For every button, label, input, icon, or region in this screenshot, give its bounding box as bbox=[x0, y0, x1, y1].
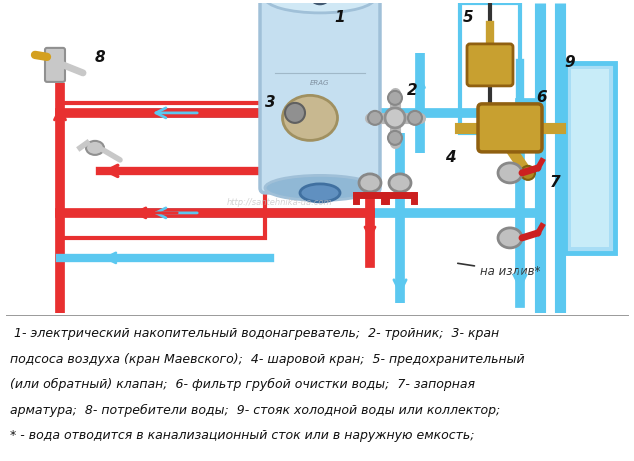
Text: http://santehnika-ua.com: http://santehnika-ua.com bbox=[227, 198, 333, 207]
Text: 3: 3 bbox=[264, 95, 275, 110]
Ellipse shape bbox=[388, 91, 402, 105]
Text: арматура;  8- потребители воды;  9- стояк холодной воды или коллектор;: арматура; 8- потребители воды; 9- стояк … bbox=[10, 404, 500, 417]
Ellipse shape bbox=[359, 174, 381, 192]
Text: (или обратный) клапан;  6- фильтр грубой очистки воды;  7- запорная: (или обратный) клапан; 6- фильтр грубой … bbox=[10, 378, 474, 391]
Ellipse shape bbox=[498, 228, 522, 248]
Bar bbox=[60, 103, 265, 238]
FancyBboxPatch shape bbox=[478, 104, 542, 152]
Ellipse shape bbox=[389, 174, 411, 192]
Ellipse shape bbox=[368, 111, 382, 125]
Ellipse shape bbox=[265, 0, 375, 13]
Text: 7: 7 bbox=[550, 175, 560, 190]
Ellipse shape bbox=[86, 141, 104, 155]
Ellipse shape bbox=[265, 175, 375, 201]
Ellipse shape bbox=[283, 95, 337, 141]
Text: 2: 2 bbox=[406, 83, 417, 98]
Bar bbox=[565, 63, 615, 253]
Text: подсоса воздуха (кран Маевского);  4- шаровой кран;  5- предохранительный: подсоса воздуха (кран Маевского); 4- шар… bbox=[10, 353, 524, 366]
Text: 1: 1 bbox=[335, 11, 346, 25]
Ellipse shape bbox=[385, 108, 405, 128]
Ellipse shape bbox=[309, 0, 331, 4]
Text: 8: 8 bbox=[94, 50, 105, 65]
Ellipse shape bbox=[285, 103, 305, 123]
FancyBboxPatch shape bbox=[260, 0, 380, 193]
FancyBboxPatch shape bbox=[467, 44, 513, 86]
Text: ERAG: ERAG bbox=[310, 80, 330, 86]
Bar bbox=[571, 69, 609, 247]
Text: 9: 9 bbox=[565, 55, 575, 71]
Text: 4: 4 bbox=[444, 150, 455, 165]
Ellipse shape bbox=[498, 163, 522, 183]
Text: 6: 6 bbox=[537, 90, 547, 106]
FancyBboxPatch shape bbox=[45, 48, 65, 82]
Ellipse shape bbox=[408, 111, 422, 125]
Ellipse shape bbox=[300, 184, 340, 202]
Text: на излив*: на излив* bbox=[458, 263, 540, 278]
Bar bbox=[460, 3, 520, 133]
Text: 1- электрический накопительный водонагреватель;  2- тройник;  3- кран: 1- электрический накопительный водонагре… bbox=[10, 327, 498, 340]
Text: 5: 5 bbox=[463, 11, 474, 25]
Ellipse shape bbox=[521, 166, 535, 180]
Ellipse shape bbox=[388, 131, 402, 145]
Text: * - вода отводится в канализационный сток или в наружную емкость;: * - вода отводится в канализационный сто… bbox=[10, 429, 474, 442]
